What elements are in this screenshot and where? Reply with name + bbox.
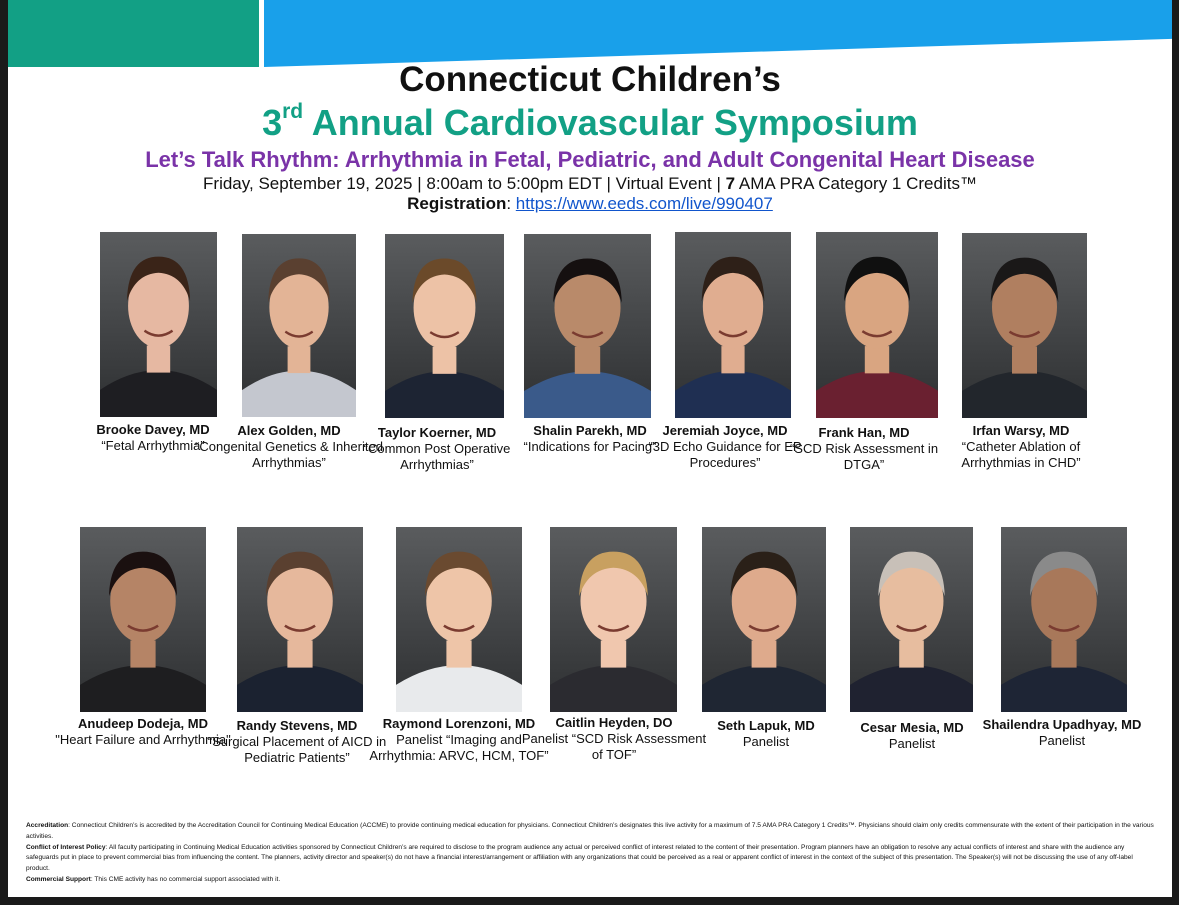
speaker-name: Anudeep Dodeja, MD (77, 716, 208, 731)
headshot-alex-golden (242, 234, 356, 417)
speaker-topic: “Surgical Placement of AICD in Pediatric… (207, 734, 387, 765)
speaker-topic: “Fetal Arrhythmia” (101, 438, 205, 453)
speaker-topic: “Catheter Ablation of Arrhythmias in CHD… (961, 439, 1081, 470)
speaker-topic: “3D Echo Guidance for EP Procedures” (648, 439, 802, 470)
fine-print: Accreditation: Connecticut Children’s is… (26, 822, 1154, 883)
speaker-caption-shalin-parekh: Shalin Parekh, MD “Indications for Pacing… (495, 423, 685, 455)
speaker-caption-brooke-davey: Brooke Davey, MD “Fetal Arrhythmia” (58, 422, 248, 454)
speaker-name: Taylor Koerner, MD (377, 425, 497, 440)
speaker-topic: "Heart Failure and Arrhythmia" (55, 732, 231, 747)
speaker-name: Raymond Lorenzoni, MD (382, 716, 536, 731)
speaker-name: Randy Stevens, MD (236, 718, 358, 733)
speaker-caption-randy-stevens: Randy Stevens, MD “Surgical Placement of … (202, 718, 392, 766)
speaker-caption-taylor-koerner: Taylor Koerner, MD “Common Post Operative… (342, 425, 532, 473)
headshot-raymond-lorenzoni (396, 527, 522, 712)
blue-header-band (264, 0, 1172, 67)
speaker-caption-anudeep-dodeja: Anudeep Dodeja, MD "Heart Failure and Arr… (48, 716, 238, 748)
registration-line: Registration: https://www.eeds.com/live/… (407, 194, 773, 213)
speaker-caption-raymond-lorenzoni: Raymond Lorenzoni, MD Panelist “Imaging a… (364, 716, 554, 764)
headshot-cesar-mesia (850, 527, 973, 712)
headshot-anudeep-dodeja (80, 527, 206, 712)
speaker-topic: “Common Post Operative Arrhythmias” (363, 441, 511, 472)
speaker-caption-jeremiah-joyce: Jeremiah Joyce, MD “3D Echo Guidance for … (630, 423, 820, 471)
speaker-caption-seth-lapuk: Seth Lapuk, MD Panelist (671, 718, 861, 750)
speaker-name: Irfan Warsy, MD (972, 423, 1070, 438)
headshot-frank-han (816, 232, 938, 418)
flyer-page: Connecticut Children’s 3rd Annual Cardio… (8, 0, 1172, 897)
speaker-name: Caitlin Heyden, DO (555, 715, 673, 730)
organization-title: Connecticut Children’s (399, 60, 781, 99)
speaker-topic: “Congenital Genetics & Inherited Arrhyth… (195, 439, 383, 470)
speaker-topic: Panelist “Imaging and Arrhythmia: ARVC, … (369, 732, 549, 763)
speaker-topic: Panelist (742, 734, 790, 749)
speaker-caption-irfan-warsy: Irfan Warsy, MD “Catheter Ablation of Arr… (926, 423, 1116, 471)
green-header-band (8, 0, 259, 67)
headshot-shailendra-upadhyay (1001, 527, 1127, 712)
headshot-brooke-davey (100, 232, 217, 417)
registration-link[interactable]: https://www.eeds.com/live/990407 (515, 194, 773, 213)
speaker-name: Shalin Parekh, MD (533, 423, 647, 438)
speaker-caption-alex-golden: Alex Golden, MD “Congenital Genetics & In… (194, 423, 384, 471)
headshot-randy-stevens (237, 527, 363, 712)
speaker-name: Shailendra Upadhyay, MD (982, 717, 1142, 732)
speaker-name: Frank Han, MD (818, 425, 910, 440)
headshot-jeremiah-joyce (675, 232, 791, 418)
speaker-name: Jeremiah Joyce, MD (662, 423, 788, 438)
speaker-caption-caitlin-heyden: Caitlin Heyden, DO Panelist “SCD Risk Ass… (519, 715, 709, 763)
symposium-subtitle: Let’s Talk Rhythm: Arrhythmia in Fetal, … (145, 147, 1035, 172)
speaker-caption-shailendra-upadhyay: Shailendra Upadhyay, MD Panelist (967, 717, 1157, 749)
headshot-taylor-koerner (385, 234, 504, 418)
speaker-topic: Panelist (888, 736, 936, 751)
event-details: Friday, September 19, 2025 | 8:00am to 5… (203, 174, 977, 193)
speaker-topic: Panelist (1038, 733, 1086, 748)
speaker-topic: Panelist “SCD Risk Assessment of TOF” (521, 731, 707, 762)
speaker-name: Brooke Davey, MD (96, 422, 210, 437)
headshot-seth-lapuk (702, 527, 826, 712)
speaker-caption-frank-han: Frank Han, MD “SCD Risk Assessment in DTG… (769, 425, 959, 473)
speaker-caption-cesar-mesia: Cesar Mesia, MD Panelist (817, 720, 1007, 752)
speaker-topic: “SCD Risk Assessment in DTGA” (789, 441, 939, 472)
headshot-shalin-parekh (524, 234, 651, 418)
speaker-name: Cesar Mesia, MD (860, 720, 964, 735)
speaker-name: Seth Lapuk, MD (717, 718, 815, 733)
speaker-topic: “Indications for Pacing” (523, 439, 657, 454)
headshot-irfan-warsy (962, 233, 1087, 418)
speaker-name: Alex Golden, MD (237, 423, 341, 438)
headshot-caitlin-heyden (550, 527, 677, 712)
symposium-title: 3rd Annual Cardiovascular Symposium (262, 100, 918, 143)
